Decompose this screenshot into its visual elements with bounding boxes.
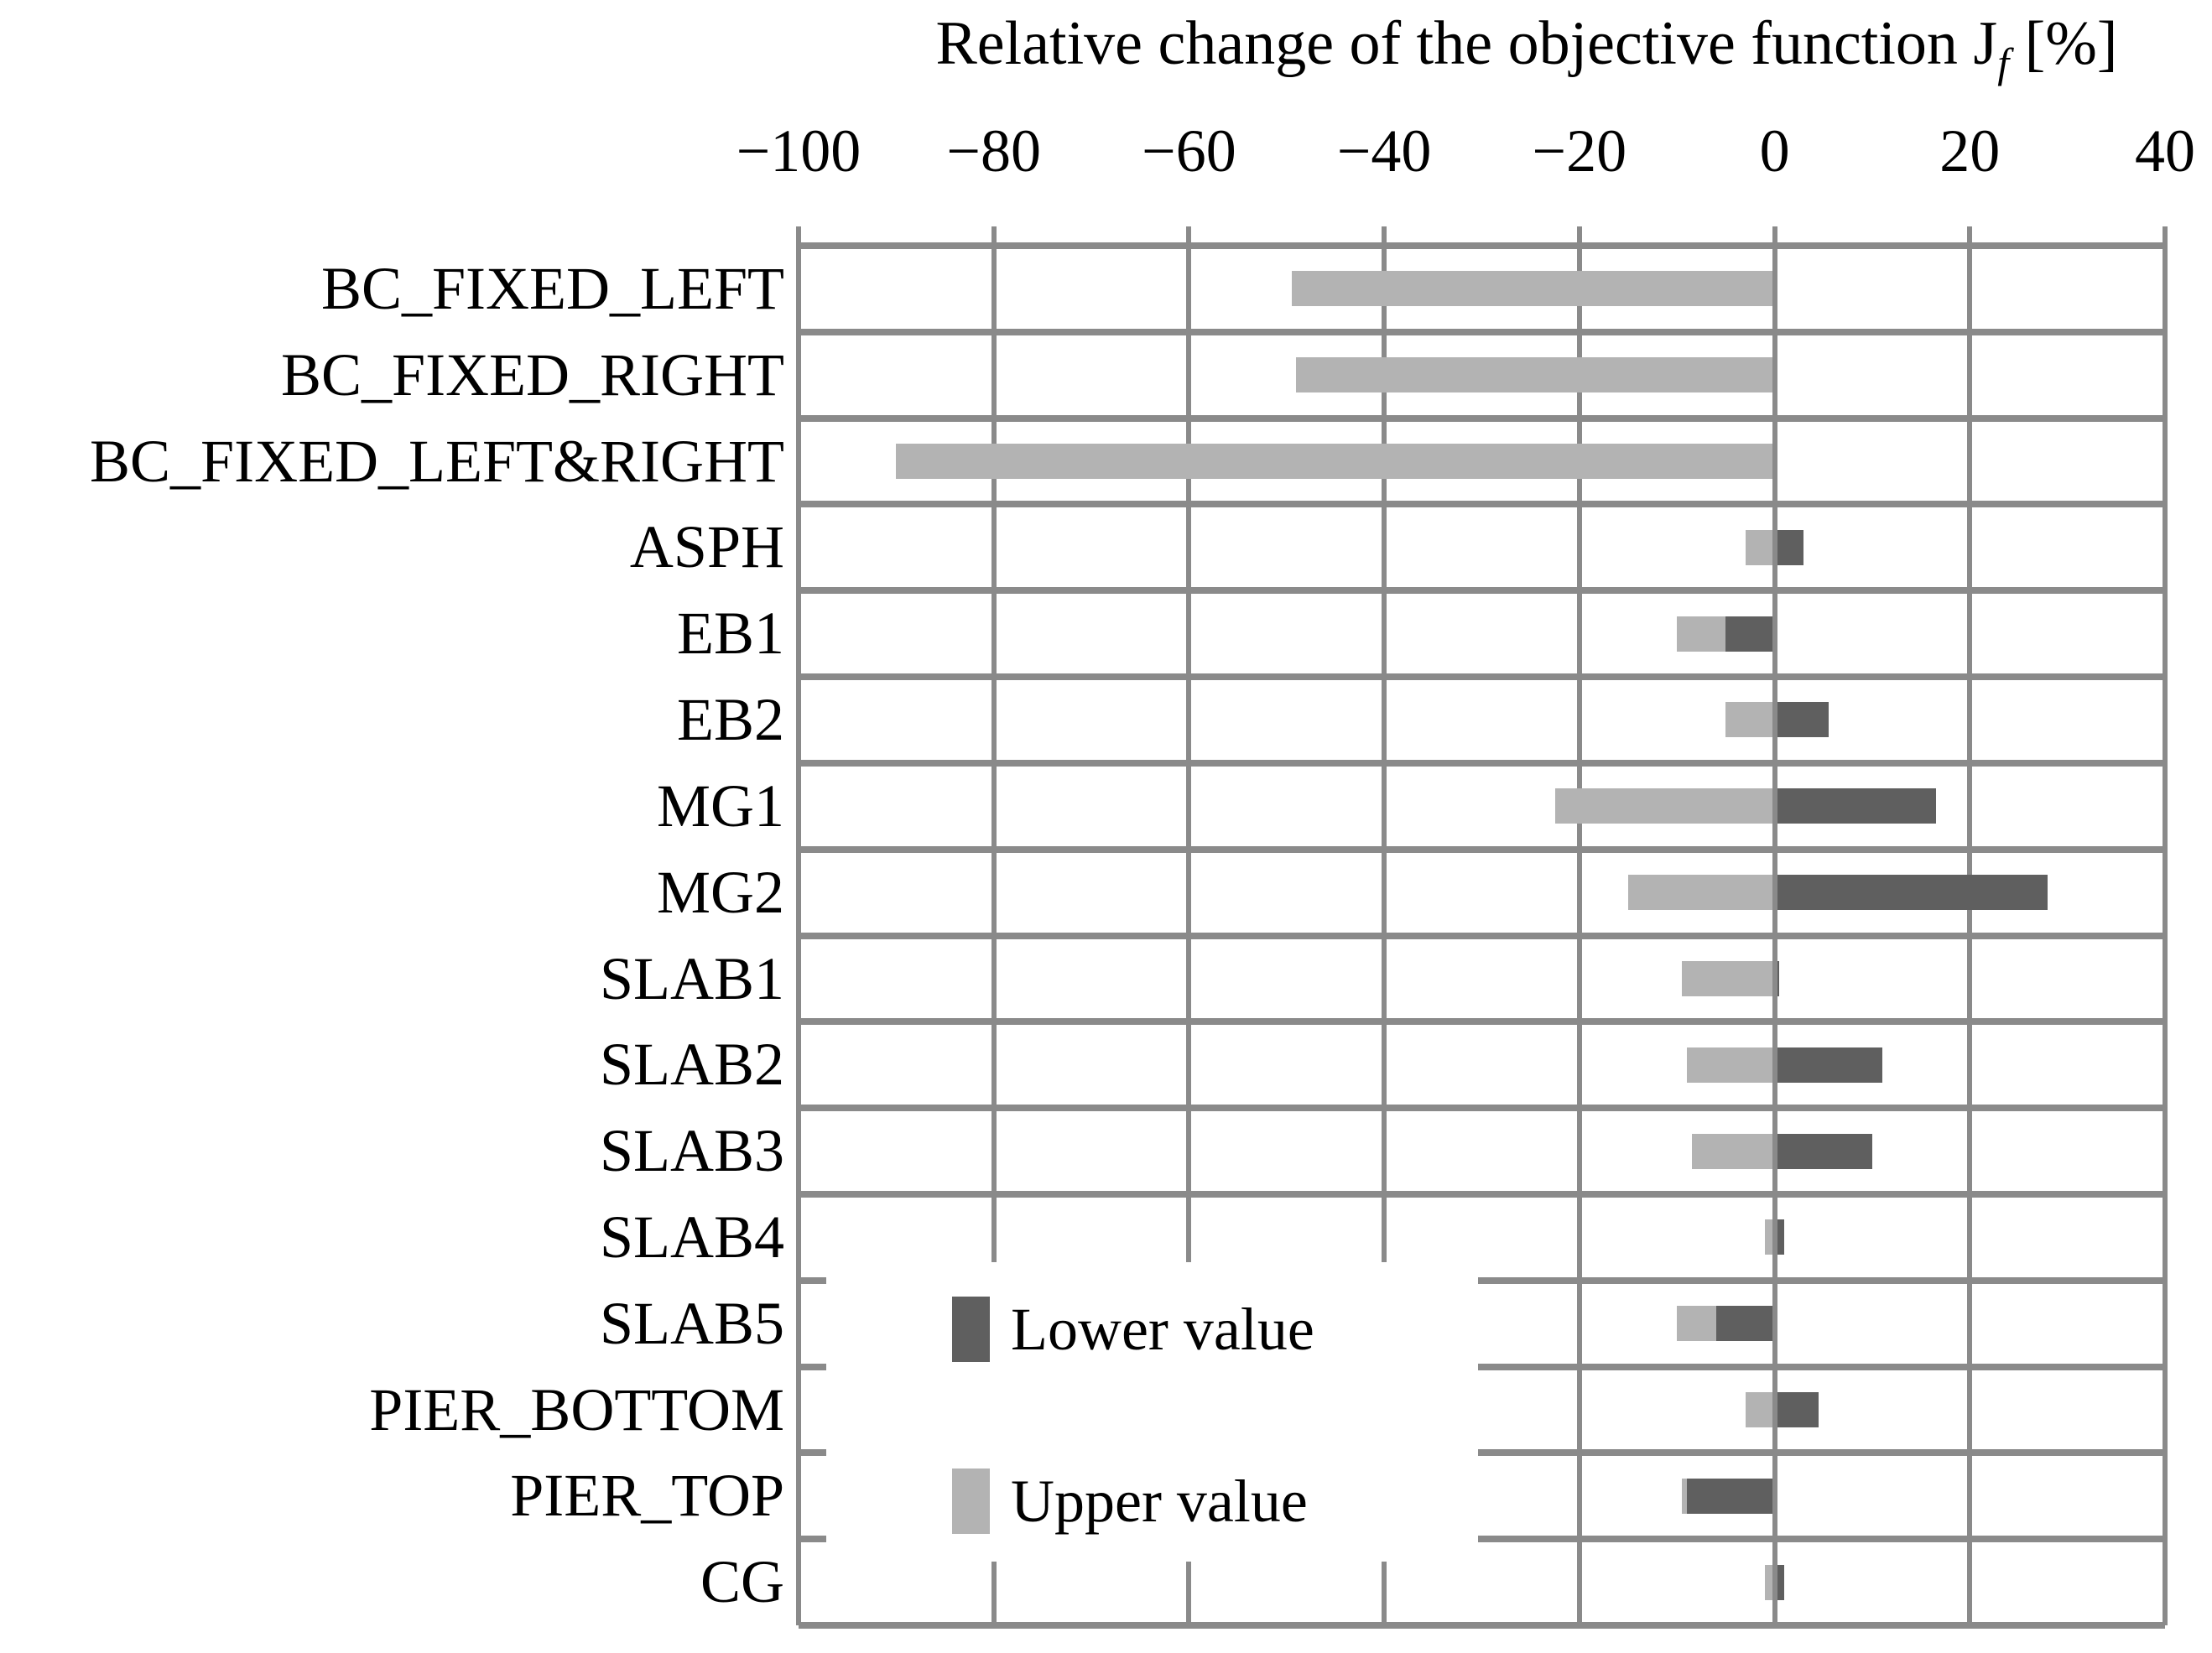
horizontal-gridline [799, 414, 2165, 422]
zero-axis-line [1772, 246, 1777, 1625]
horizontal-gridline [799, 328, 2165, 335]
bar-upper-BC_FIXED_LEFT [1291, 271, 1775, 307]
vertical-gridline [2163, 246, 2168, 1625]
horizontal-gridline [799, 932, 2165, 939]
bar-lower-EB1 [1725, 616, 1775, 652]
bar-upper-MG1 [1554, 788, 1775, 824]
x-axis-tick-label: 20 [1939, 117, 2001, 185]
bar-lower-MG1 [1774, 788, 1936, 824]
x-axis-tick [1967, 226, 1973, 246]
bar-upper-CG [1764, 1564, 1775, 1600]
legend-label-upper-value: Upper value [1011, 1468, 1308, 1535]
bar-upper-ASPH [1745, 529, 1775, 565]
x-axis-tick [796, 226, 801, 246]
horizontal-gridline [799, 1276, 2165, 1284]
chart-title-main: Relative change of the objective functio… [935, 9, 1998, 78]
category-label-BC_FIXED_RIGHT: BC_FIXED_RIGHT [280, 340, 784, 408]
x-axis-tick [2163, 226, 2168, 246]
category-label-MG1: MG1 [656, 772, 784, 839]
x-axis-tick-label: −100 [736, 117, 861, 185]
x-axis-tick [1382, 226, 1387, 246]
horizontal-gridline [799, 1363, 2165, 1370]
x-axis-tick-label: 40 [2135, 117, 2195, 185]
bar-lower-SLAB5 [1715, 1306, 1775, 1342]
legend: Lower value Upper value [826, 1262, 1478, 1562]
chart-title-subscript: f [1997, 39, 2010, 86]
category-label-SLAB2: SLAB2 [599, 1031, 784, 1099]
horizontal-gridline [799, 501, 2165, 508]
category-label-ASPH: ASPH [629, 513, 784, 581]
bar-upper-SLAB3 [1691, 1133, 1775, 1169]
x-axis-tick-label: −80 [946, 117, 1041, 185]
category-label-SLAB4: SLAB4 [599, 1203, 784, 1271]
bar-upper-BC_FIXED_LEFT&RIGHT [896, 444, 1775, 480]
horizontal-gridline [799, 1536, 2165, 1543]
bar-lower-EB2 [1774, 702, 1829, 738]
bar-lower-MG2 [1774, 875, 2048, 911]
category-label-EB2: EB2 [676, 686, 784, 754]
chart-title: Relative change of the objective functio… [839, 4, 2212, 86]
legend-label-lower-value: Lower value [1011, 1296, 1314, 1363]
category-label-MG2: MG2 [656, 858, 784, 926]
bar-upper-SLAB4 [1764, 1219, 1775, 1255]
bar-upper-MG2 [1628, 875, 1775, 911]
bar-lower-SLAB4 [1774, 1219, 1785, 1255]
x-axis-tick-label: −20 [1532, 117, 1627, 185]
horizontal-gridline [799, 1018, 2165, 1026]
x-axis-tick-label: −40 [1336, 117, 1432, 185]
horizontal-gridline [799, 1622, 2165, 1629]
category-label-SLAB5: SLAB5 [599, 1289, 784, 1357]
legend-swatch-upper-value [952, 1468, 990, 1534]
horizontal-gridline [799, 587, 2165, 595]
category-label-CG: CG [700, 1548, 784, 1616]
category-label-EB1: EB1 [676, 600, 784, 668]
bar-upper-SLAB2 [1686, 1047, 1775, 1083]
bar-lower-PIER_BOTTOM [1774, 1391, 1819, 1427]
bar-lower-CG [1774, 1564, 1785, 1600]
bar-lower-SLAB3 [1774, 1133, 1872, 1169]
category-label-BC_FIXED_LEFT: BC_FIXED_LEFT [320, 255, 784, 322]
horizontal-gridline [799, 673, 2165, 681]
x-axis-tick-label: −60 [1142, 117, 1236, 185]
category-label-SLAB3: SLAB3 [599, 1117, 784, 1185]
bar-upper-BC_FIXED_RIGHT [1296, 357, 1775, 393]
x-axis-tick [991, 226, 997, 246]
horizontal-gridline [799, 242, 2165, 249]
category-label-PIER_TOP: PIER_TOP [510, 1462, 784, 1530]
category-label-SLAB1: SLAB1 [599, 944, 784, 1012]
chart-title-unit: [%] [2009, 9, 2118, 78]
legend-swatch-lower-value [952, 1297, 990, 1362]
horizontal-gridline [799, 1449, 2165, 1457]
x-axis-tick-label: 0 [1759, 117, 1790, 185]
horizontal-gridline [799, 759, 2165, 767]
bar-lower-SLAB2 [1774, 1047, 1882, 1083]
category-label-PIER_BOTTOM: PIER_BOTTOM [369, 1375, 784, 1443]
bar-upper-PIER_BOTTOM [1745, 1391, 1775, 1427]
x-axis-tick [1772, 226, 1777, 246]
x-axis-tick [1576, 226, 1582, 246]
horizontal-gridline [799, 1190, 2165, 1198]
bar-lower-ASPH [1774, 529, 1804, 565]
plot-area: Lower value Upper value [796, 242, 2168, 1629]
horizontal-gridline [799, 845, 2165, 853]
x-axis-tick [1186, 226, 1192, 246]
bar-upper-EB2 [1725, 702, 1775, 738]
bar-upper-SLAB1 [1682, 960, 1775, 996]
horizontal-gridline [799, 1105, 2165, 1112]
category-label-BC_FIXED_LEFT&RIGHT: BC_FIXED_LEFT&RIGHT [90, 427, 784, 495]
bar-lower-PIER_TOP [1686, 1478, 1775, 1514]
